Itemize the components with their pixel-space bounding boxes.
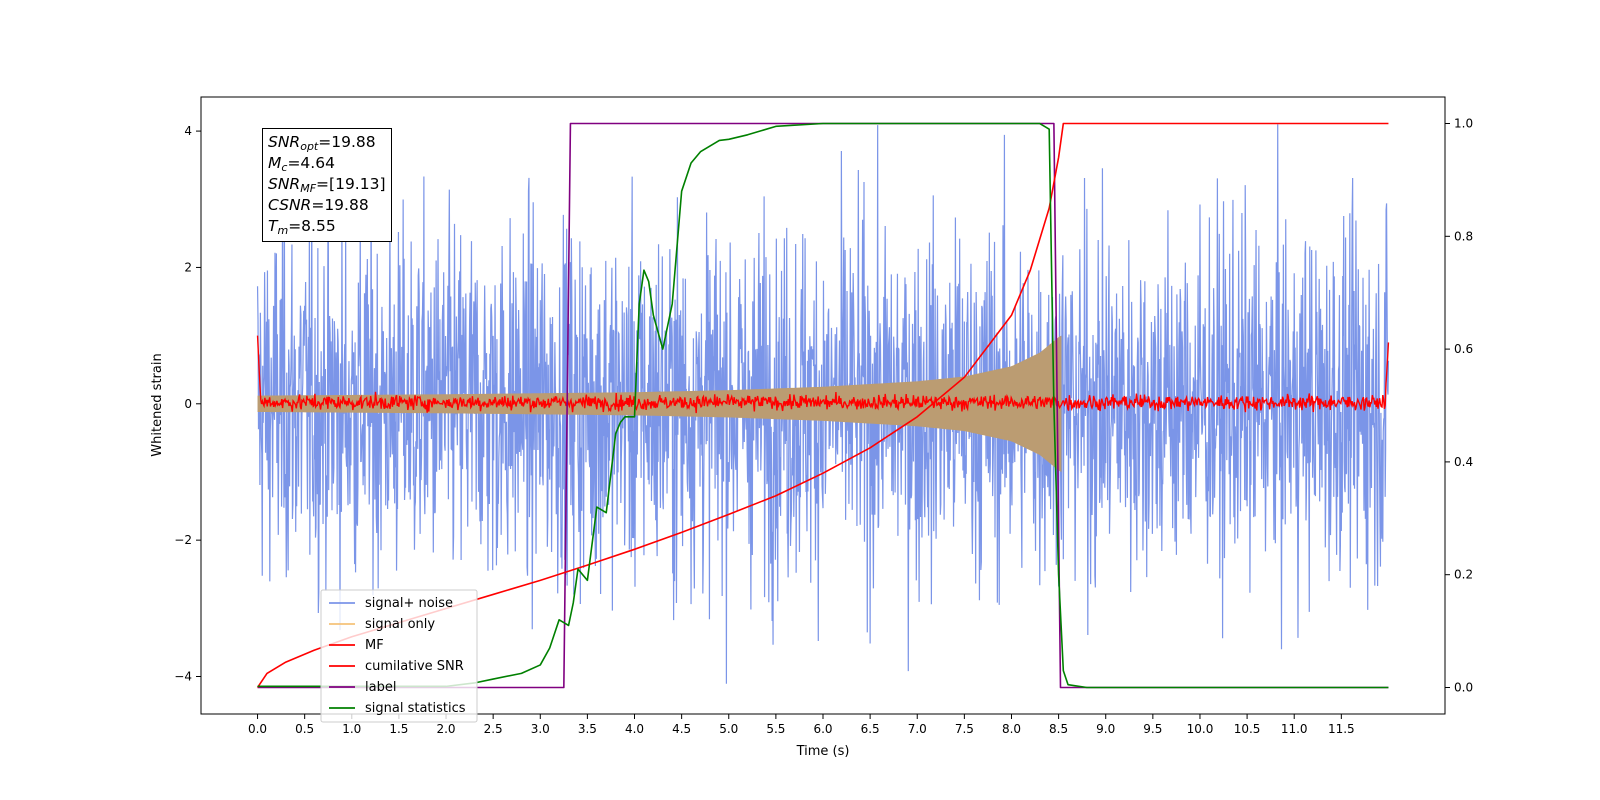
info-value: =8.55: [288, 217, 336, 235]
x-tick-label: 1.0: [342, 722, 361, 736]
y-right-tick-label: 0.8: [1454, 229, 1473, 243]
legend-entry-label: label: [365, 680, 396, 695]
x-tick-label: 5.5: [766, 722, 785, 736]
x-tick-label: 4.0: [625, 722, 644, 736]
x-tick-label: 9.0: [1096, 722, 1115, 736]
info-subscript: m: [277, 224, 289, 237]
x-tick-label: 9.5: [1143, 722, 1162, 736]
y-right-tick-label: 1.0: [1454, 117, 1473, 131]
plot-area: [256, 122, 1390, 689]
series-mf: [256, 335, 1390, 414]
x-tick-label: 11.0: [1281, 722, 1308, 736]
parameter-info-box: SNRopt=19.88 Mc=4.64 SNRMF=[19.13] CSNR=19.…: [262, 128, 392, 242]
x-tick-label: 6.5: [861, 722, 880, 736]
x-tick-label: 3.5: [578, 722, 597, 736]
x-tick-label: 7.5: [955, 722, 974, 736]
info-symbol: SNR: [268, 133, 301, 151]
info-value: =19.88: [318, 133, 376, 151]
y-left-tick-label: −2: [174, 533, 192, 547]
legend-entry-label: signal only: [365, 617, 435, 632]
legend-entry-label: signal statistics: [365, 701, 466, 716]
y-right-tick-label: 0.4: [1454, 455, 1473, 469]
info-value: =4.64: [287, 154, 335, 172]
x-tick-label: 1.5: [389, 722, 408, 736]
y-left-tick-label: −4: [174, 670, 192, 684]
x-axis-ticks: 0.0 0.5 1.0 1.5 2.0 2.5 3.0 3.5 4.0 4.5 5.0 5.5 6.0 6…: [248, 714, 1355, 736]
y-right-tick-label: 0.6: [1454, 342, 1473, 356]
x-tick-label: 3.0: [531, 722, 550, 736]
x-tick-label: 7.0: [908, 722, 927, 736]
y-right-tick-label: 0.0: [1454, 680, 1473, 694]
x-tick-label: 5.0: [719, 722, 738, 736]
x-tick-label: 6.0: [813, 722, 832, 736]
x-tick-label: 10.5: [1234, 722, 1261, 736]
y-right-tick-label: 0.2: [1454, 568, 1473, 582]
legend: signal+ noise signal only MF cumilative SNR…: [320, 589, 478, 723]
legend-box: [320, 589, 478, 723]
y-left-tick-label: 2: [184, 260, 192, 274]
info-line: SNRopt=19.88: [268, 132, 386, 153]
legend-entry-label: MF: [365, 638, 384, 653]
info-value: =19.88: [311, 196, 369, 214]
info-line: Tm=8.55: [268, 216, 386, 237]
info-line: SNRMF=[19.13]: [268, 174, 386, 195]
y-axis-left-ticks: −4 −2 0 2 4: [174, 124, 201, 684]
info-subscript: c: [281, 161, 288, 174]
x-tick-label: 8.5: [1049, 722, 1068, 736]
y-axis-label: Whitened strain: [150, 353, 165, 456]
x-tick-label: 10.0: [1187, 722, 1214, 736]
series-signal-only: [257, 335, 1062, 472]
info-line: CSNR=19.88: [268, 195, 386, 216]
info-value: =[19.13]: [316, 175, 386, 193]
info-subscript: MF: [300, 182, 317, 195]
x-tick-label: 0.5: [295, 722, 314, 736]
legend-entry-label: cumilative SNR: [365, 659, 464, 674]
x-tick-label: 11.5: [1328, 722, 1355, 736]
legend-entry-label: signal+ noise: [365, 596, 453, 611]
y-left-tick-label: 0: [184, 397, 192, 411]
x-tick-label: 2.5: [484, 722, 503, 736]
info-symbol: M: [268, 154, 282, 172]
x-tick-label: 4.5: [672, 722, 691, 736]
x-tick-label: 2.0: [436, 722, 455, 736]
series-signal-statistics: [257, 122, 1389, 689]
x-tick-label: 0.0: [248, 722, 267, 736]
info-subscript: opt: [300, 140, 319, 153]
info-symbol: CSNR: [268, 196, 312, 214]
x-axis-label: Time (s): [796, 744, 850, 759]
y-left-tick-label: 4: [184, 124, 192, 138]
info-line: Mc=4.64: [268, 153, 386, 174]
x-tick-label: 8.0: [1002, 722, 1021, 736]
y-axis-right-ticks: 0.0 0.2 0.4 0.6 0.8 1.0: [1445, 117, 1473, 694]
info-symbol: SNR: [268, 175, 301, 193]
info-symbol: T: [268, 217, 278, 235]
series-signal-plus-noise: [256, 124, 1390, 684]
